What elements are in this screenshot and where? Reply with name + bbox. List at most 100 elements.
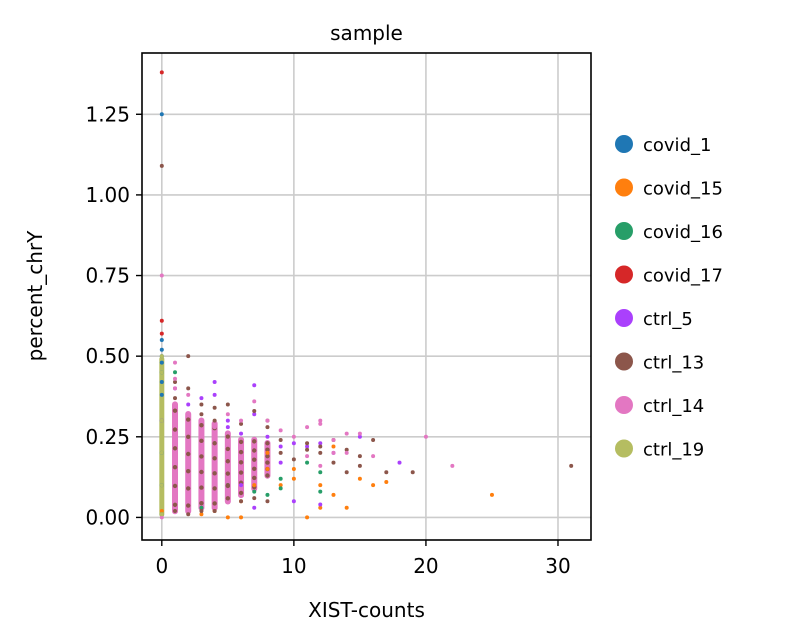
data-point-ctrl_5: [252, 383, 257, 388]
dense-column: [198, 417, 205, 511]
data-point-ctrl_13: [278, 438, 283, 443]
data-point-covid_17: [159, 70, 164, 75]
data-point-ctrl_13: [305, 441, 310, 446]
data-point-ctrl_5: [357, 434, 362, 439]
data-point-ctrl_13: [225, 483, 230, 488]
data-point: [172, 502, 178, 507]
data-point: [186, 451, 191, 457]
data-point: [252, 457, 257, 462]
data-point-covid_15: [252, 483, 257, 488]
data-point-ctrl_19: [159, 370, 164, 375]
data-point: [186, 468, 191, 474]
data-point-ctrl_14: [239, 418, 244, 423]
data-point-covid_15: [357, 476, 362, 481]
data-point-ctrl_13: [252, 408, 257, 413]
data-point-covid_15: [344, 505, 349, 510]
data-point-covid_16: [265, 492, 270, 497]
data-point-ctrl_13: [212, 508, 217, 513]
axes-frame: [141, 52, 592, 541]
data-point-ctrl_14: [159, 273, 164, 278]
data-point-ctrl_13: [305, 447, 310, 452]
data-point-ctrl_13: [344, 470, 349, 475]
legend-marker: [615, 352, 633, 371]
data-point: [172, 483, 178, 489]
legend-marker: [615, 222, 633, 240]
data-point-covid_15: [371, 483, 376, 488]
legend-marker: [615, 265, 633, 284]
data-point-ctrl_19: [159, 450, 164, 455]
data-point: [238, 439, 244, 445]
data-point-covid_16: [318, 489, 323, 494]
data-point-ctrl_14: [357, 431, 362, 436]
data-point-covid_1: [159, 112, 164, 117]
legend-label: covid_15: [643, 179, 723, 200]
y-tick-label: 1.00: [85, 183, 130, 207]
legend-label: covid_17: [643, 266, 723, 287]
data-point-ctrl_5: [265, 434, 270, 439]
legend: covid_1 covid_15 covid_16 covid_17 ctrl_5ctr…: [615, 135, 723, 461]
data-point-covid_17: [159, 331, 164, 336]
data-point-covid_17: [159, 318, 164, 323]
data-point: [252, 448, 257, 453]
legend-label: covid_16: [643, 222, 723, 243]
chart-title: sample: [330, 21, 403, 45]
data-point-ctrl_5: [278, 460, 283, 465]
data-point-covid_15: [489, 492, 494, 497]
data-point-ctrl_13: [212, 418, 217, 423]
data-point: [212, 486, 217, 491]
y-tick-label: 0.75: [85, 264, 130, 288]
data-point-covid_15: [225, 515, 230, 520]
data-point-ctrl_13: [252, 496, 257, 501]
data-point: [265, 453, 270, 459]
data-point: [199, 500, 204, 506]
data-point-ctrl_13: [569, 463, 574, 468]
data-point: [212, 471, 217, 476]
data-point-ctrl_14: [331, 438, 336, 443]
data-point: [238, 490, 244, 496]
data-point-ctrl_13: [159, 163, 164, 168]
data-point-ctrl_13: [357, 454, 362, 459]
data-point-ctrl_5: [397, 460, 402, 465]
dense-column: [211, 420, 218, 511]
data-point-ctrl_13: [371, 438, 376, 443]
legend-label: ctrl_14: [643, 396, 704, 417]
data-point-covid_15: [384, 479, 389, 484]
data-point: [265, 460, 270, 465]
data-point-ctrl_14: [305, 425, 310, 430]
data-point-ctrl_13: [265, 425, 270, 430]
data-point-ctrl_13: [199, 412, 204, 417]
data-point-ctrl_14: [371, 454, 376, 459]
data-point-ctrl_5: [186, 402, 191, 407]
data-point-covid_1: [159, 360, 164, 365]
data-point: [238, 449, 244, 455]
data-point-ctrl_5: [225, 418, 230, 423]
legend-marker: [615, 135, 633, 153]
data-point-ctrl_13: [173, 508, 178, 513]
data-point-ctrl_14: [252, 399, 257, 404]
data-point-covid_15: [239, 515, 244, 520]
data-point-ctrl_5: [305, 444, 310, 449]
data-point-ctrl_13: [239, 499, 244, 504]
data-point-ctrl_13: [318, 450, 323, 455]
data-point-ctrl_5: [291, 441, 296, 446]
data-point-ctrl_13: [173, 379, 178, 384]
data-point: [212, 456, 217, 461]
data-point-ctrl_5: [199, 396, 204, 401]
data-point-covid_15: [159, 508, 164, 513]
dense-column: [224, 430, 231, 505]
data-point-ctrl_5: [212, 379, 217, 384]
data-point-ctrl_5: [318, 502, 323, 507]
data-point-ctrl_19: [159, 512, 164, 517]
dense-column: [185, 410, 192, 515]
data-point-ctrl_13: [331, 460, 336, 465]
data-point-ctrl_14: [173, 386, 178, 391]
data-point-ctrl_19: [159, 418, 164, 423]
data-point: [199, 485, 204, 490]
y-tick-label: 0.50: [85, 344, 130, 368]
data-point: [265, 473, 270, 478]
data-point-ctrl_13: [239, 421, 244, 426]
data-point-covid_16: [173, 370, 178, 375]
data-point-covid_15: [199, 512, 204, 517]
data-point-ctrl_13: [344, 447, 349, 452]
y-tick-label: 0.25: [85, 425, 130, 449]
